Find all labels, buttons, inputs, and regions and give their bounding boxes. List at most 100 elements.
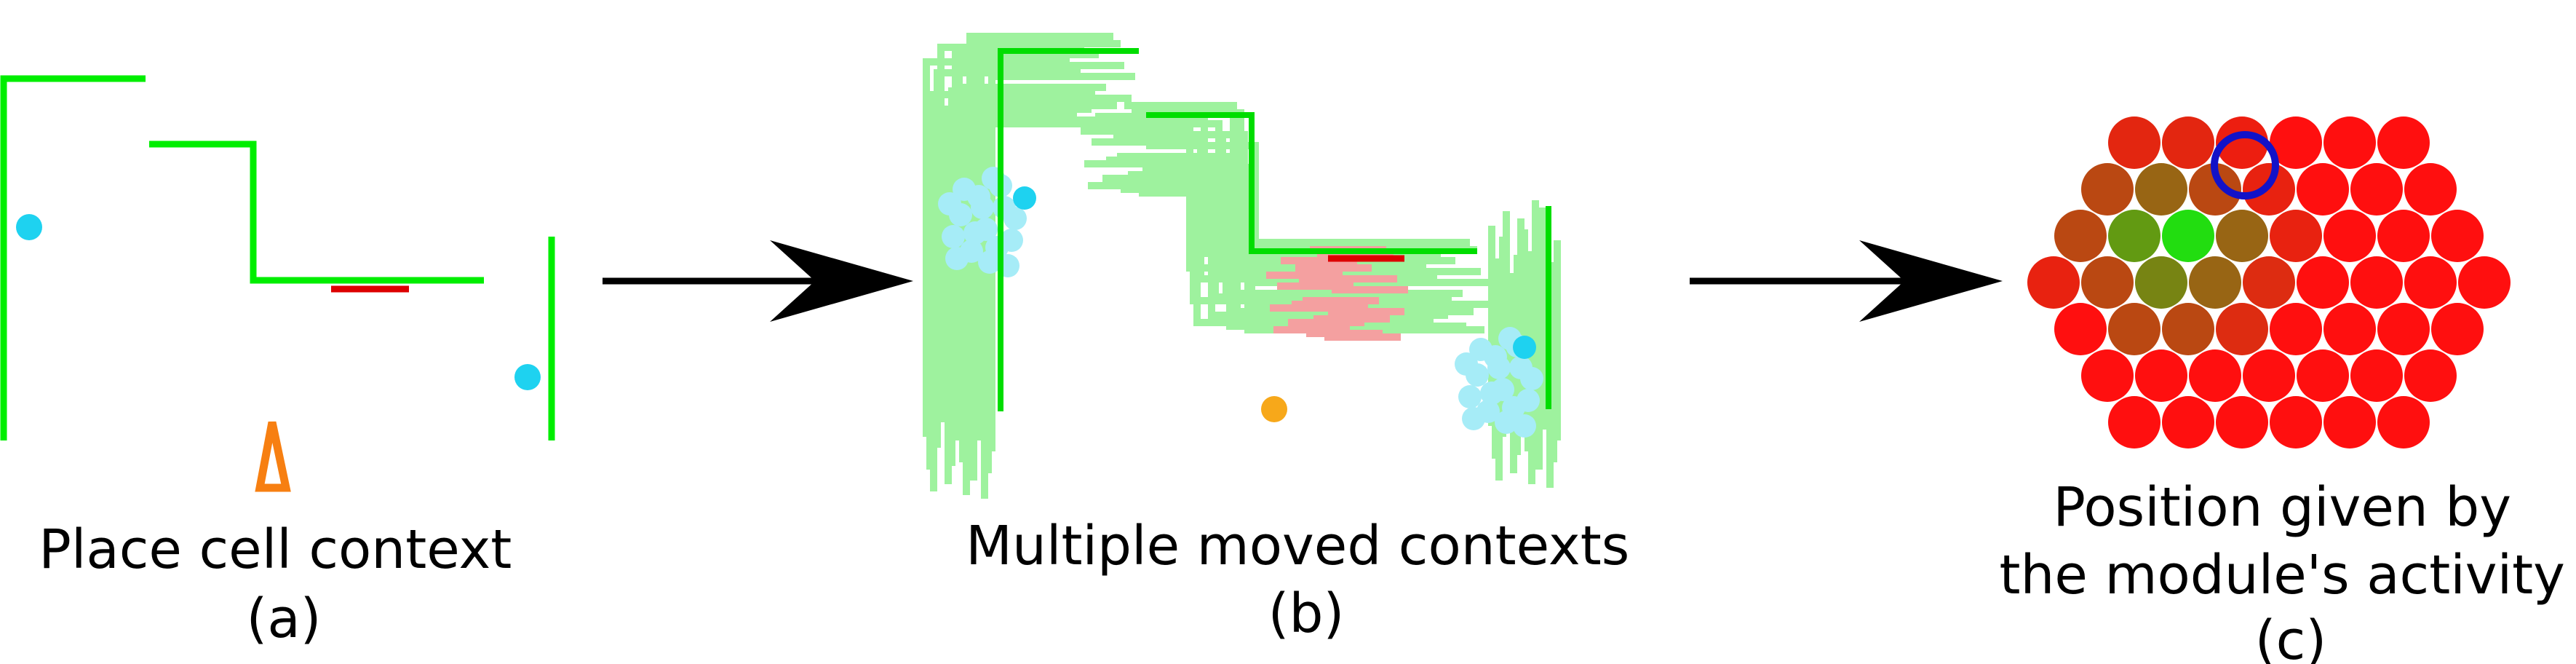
module-cell bbox=[2377, 116, 2430, 169]
faint-landmark bbox=[1455, 352, 1478, 376]
module-cell bbox=[2270, 396, 2322, 448]
arrow-head-icon bbox=[770, 240, 913, 322]
module-cell bbox=[2323, 116, 2376, 169]
matched-landmark bbox=[1513, 336, 1536, 359]
grid-module bbox=[2027, 116, 2511, 448]
faint-landmark bbox=[963, 221, 987, 245]
module-cell bbox=[2108, 116, 2160, 169]
faint-wall-left bbox=[981, 120, 1128, 499]
module-cell bbox=[2189, 349, 2241, 402]
faint-landmark bbox=[942, 225, 965, 248]
module-cell bbox=[2216, 396, 2268, 448]
module-cell bbox=[2243, 349, 2295, 402]
module-cell bbox=[2297, 163, 2349, 216]
faint-wall-left bbox=[930, 113, 1077, 491]
faint-landmark bbox=[1502, 396, 1525, 419]
module-cell bbox=[2162, 396, 2214, 448]
caption-a: Place cell context (a) bbox=[39, 518, 529, 650]
position-estimate-dot bbox=[1261, 396, 1287, 422]
faint-landmark bbox=[1003, 207, 1027, 230]
caption-c-line-1: Position given by bbox=[2053, 476, 2511, 539]
module-cell bbox=[2081, 256, 2134, 309]
module-cell bbox=[2350, 349, 2403, 402]
panel-c: Position given by the module's activity … bbox=[1999, 116, 2576, 664]
module-cell bbox=[2377, 396, 2430, 448]
module-cell bbox=[2297, 256, 2349, 309]
module-cell bbox=[2081, 163, 2134, 216]
module-cell bbox=[2243, 256, 2295, 309]
faint-landmark bbox=[1520, 367, 1543, 390]
context-walls bbox=[0, 75, 555, 440]
faint-landmark bbox=[1513, 414, 1536, 438]
panel-b: Multiple moved contexts (b) bbox=[923, 33, 1647, 645]
wall-left bbox=[0, 75, 146, 440]
module-cell bbox=[2270, 116, 2322, 169]
module-cell bbox=[2323, 303, 2376, 355]
module-cell bbox=[2377, 303, 2430, 355]
module-cell bbox=[2270, 303, 2322, 355]
module-cell bbox=[2108, 396, 2160, 448]
module-cell bbox=[2350, 163, 2403, 216]
arrow-head-icon bbox=[1859, 240, 2003, 322]
module-cell bbox=[2027, 256, 2080, 309]
faint-landmark bbox=[1487, 356, 1511, 379]
faint-landmark bbox=[1462, 407, 1485, 430]
module-cell bbox=[2216, 210, 2268, 262]
module-cell bbox=[2323, 210, 2376, 262]
faint-wall-left bbox=[988, 73, 1135, 451]
module-cell bbox=[2297, 349, 2349, 402]
module-cell bbox=[2431, 210, 2484, 262]
faint-landmark bbox=[971, 196, 994, 219]
module-cell bbox=[2081, 349, 2134, 402]
faint-context-copies bbox=[923, 33, 1561, 499]
module-cell bbox=[2189, 163, 2241, 216]
module-cell bbox=[2216, 303, 2268, 355]
caption-c: Position given by the module's activity … bbox=[1999, 476, 2576, 664]
matched-wall-left bbox=[998, 48, 1139, 411]
faint-landmark bbox=[1469, 338, 1492, 361]
estimate-ring-icon bbox=[2211, 131, 2279, 199]
faint-landmark-copies bbox=[938, 167, 1543, 438]
arrow-b-to-c bbox=[1690, 240, 2003, 322]
module-cell bbox=[2377, 210, 2430, 262]
faint-landmark bbox=[945, 247, 969, 270]
caption-c-line-2: the module's activity bbox=[1999, 544, 2564, 606]
module-cell bbox=[2216, 116, 2268, 169]
module-cell bbox=[2108, 210, 2160, 262]
faint-landmark bbox=[938, 192, 961, 216]
module-cell bbox=[2270, 210, 2322, 262]
matched-context bbox=[998, 48, 1551, 411]
arrow-a-to-b bbox=[603, 240, 913, 322]
landmark-dot bbox=[16, 214, 42, 240]
caption-a-line-2: (a) bbox=[246, 588, 321, 650]
module-cell bbox=[2054, 210, 2107, 262]
faint-landmark bbox=[953, 178, 976, 201]
module-cell bbox=[2162, 303, 2214, 355]
module-cell bbox=[2431, 303, 2484, 355]
faint-wall-left bbox=[970, 102, 1117, 481]
module-cell bbox=[2404, 349, 2457, 402]
module-cell bbox=[2189, 256, 2241, 309]
caption-b: Multiple moved contexts (b) bbox=[966, 515, 1647, 645]
module-cell bbox=[2054, 303, 2107, 355]
module-cell bbox=[2162, 116, 2214, 169]
module-cell bbox=[2108, 303, 2160, 355]
caption-a-line-1: Place cell context bbox=[39, 518, 512, 581]
caption-c-line-3: (c) bbox=[2255, 609, 2326, 664]
module-cell bbox=[2350, 256, 2403, 309]
faint-wall-left bbox=[985, 95, 1132, 473]
module-cell bbox=[2404, 256, 2457, 309]
agent-triangle-icon bbox=[255, 421, 291, 492]
module-cell bbox=[2135, 256, 2187, 309]
faint-wall-left bbox=[923, 58, 1070, 437]
wall-middle bbox=[149, 141, 484, 284]
panel-a: Place cell context (a) bbox=[0, 75, 555, 650]
module-cell bbox=[2323, 396, 2376, 448]
module-cell bbox=[2135, 163, 2187, 216]
matched-wall-middle bbox=[1146, 112, 1477, 254]
faint-wall-left bbox=[948, 87, 1095, 466]
module-cell bbox=[2404, 163, 2457, 216]
faint-landmark bbox=[1480, 382, 1503, 405]
module-cell bbox=[2135, 349, 2187, 402]
